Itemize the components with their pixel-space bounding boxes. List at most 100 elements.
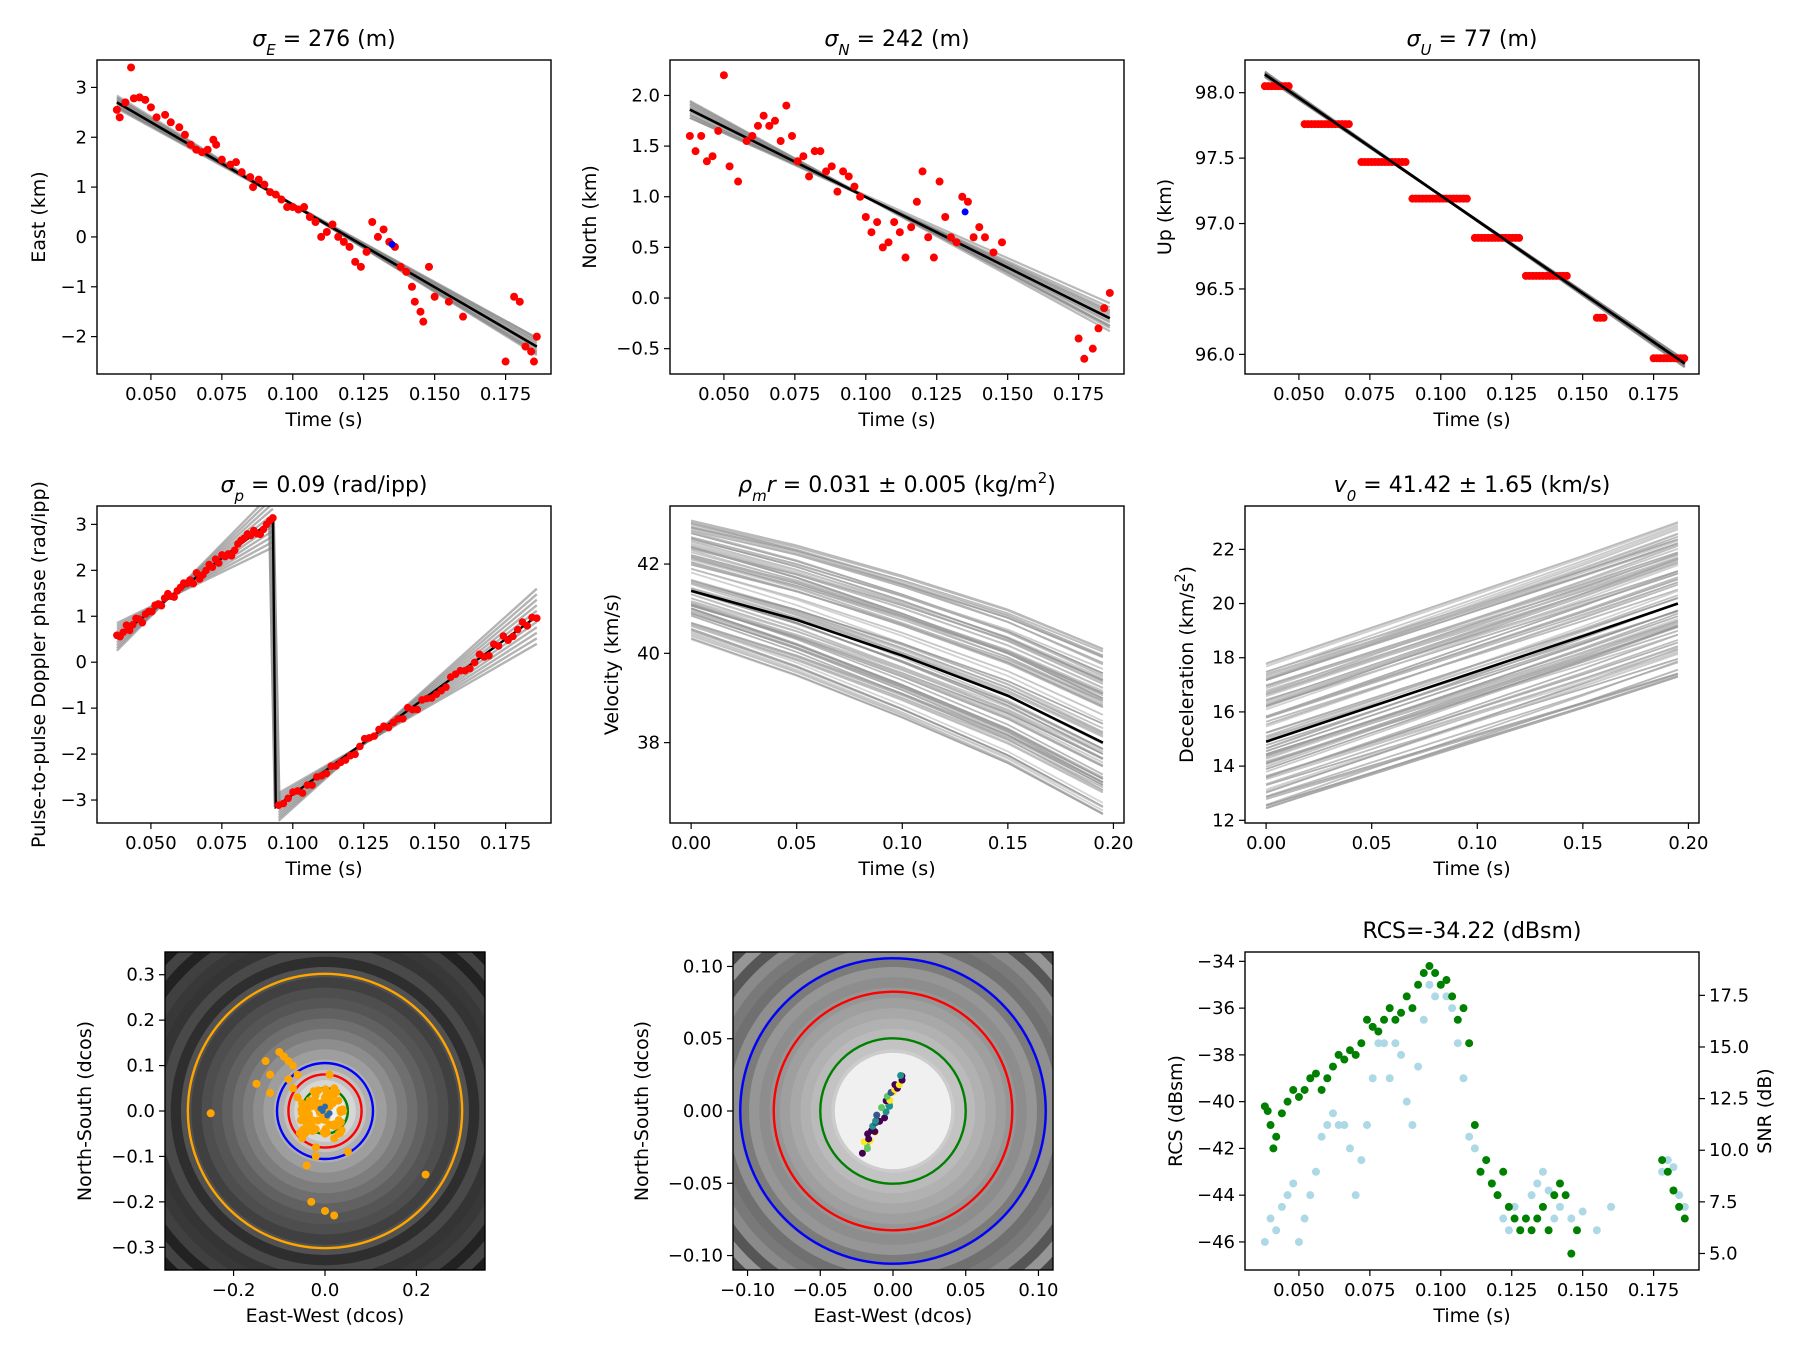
rcs-point [1675, 1202, 1684, 1211]
detection-point [289, 1084, 297, 1093]
ensemble-line [690, 637, 1104, 815]
snr-point [1334, 1121, 1343, 1130]
trajectory-point [863, 1144, 871, 1152]
measurement-point [356, 262, 365, 271]
x-tick-label: 0.0 [311, 1280, 340, 1301]
ensemble-line [1265, 626, 1679, 773]
y-axis-label: North-South (dcos) [631, 1021, 653, 1201]
y-tick-label: 22 [1212, 539, 1235, 560]
rcs-point [1680, 1214, 1689, 1223]
chart-up: 0.050 0.075 0.100 0.125 0.150 0.175 96.0 96.5 97… [1154, 27, 1700, 431]
measurement-point [515, 297, 524, 306]
trajectory-point [878, 1104, 886, 1112]
ensemble-line [1265, 533, 1679, 681]
measurement-point [878, 243, 887, 252]
rcs-point [1516, 1226, 1525, 1235]
snr-point [1311, 1167, 1320, 1176]
measurement-point [232, 158, 241, 167]
highlight-point [388, 240, 396, 248]
measurement-point [148, 607, 156, 616]
x-tick-label: 0.175 [480, 384, 532, 405]
snr-point [1345, 1144, 1354, 1153]
measurement-point [237, 168, 246, 177]
y-axis-label: North (km) [579, 165, 601, 269]
snr-point [1448, 1004, 1457, 1013]
rcs-point [1408, 1004, 1417, 1013]
measurement-point [1105, 288, 1114, 297]
beam-peak [834, 1052, 952, 1170]
x-axis-label: Time (s) [284, 858, 362, 880]
rcs-point [1272, 1132, 1281, 1141]
measurement-point [759, 111, 768, 120]
ensemble-line [690, 558, 1104, 705]
measurement-point [890, 218, 899, 227]
detection-point [309, 1087, 318, 1096]
snr-point [1374, 1039, 1383, 1048]
rcs-point [1669, 1186, 1678, 1195]
ensemble-line [690, 543, 1104, 679]
trajectory-point [858, 1149, 866, 1157]
measurement-point [444, 297, 453, 306]
measurement-point [822, 167, 831, 176]
ensemble-line [690, 527, 1104, 664]
measurement-point [127, 63, 136, 72]
measurement-point [963, 197, 972, 206]
rcs-point [1391, 1015, 1400, 1024]
measurement-point [833, 187, 842, 196]
x-tick-label: 0.05 [1352, 833, 1392, 854]
ensemble-line [690, 560, 1104, 709]
measurement-point [249, 183, 258, 192]
detection-point [296, 1116, 305, 1125]
snr-point [1323, 1121, 1332, 1130]
measurement-point [935, 177, 944, 186]
y-axis-label: East (km) [28, 171, 50, 262]
snr-point [1300, 1214, 1309, 1223]
ensemble-line [690, 580, 1104, 725]
y-axis-label: Velocity (km/s) [601, 594, 623, 735]
measurement-point [980, 233, 989, 242]
y-tick-label: −1 [60, 277, 87, 298]
chart-title: σp = 0.09 (rad/ipp) [221, 473, 428, 505]
y-tick-label: −46 [1197, 1232, 1235, 1253]
detection-point [321, 1206, 329, 1215]
detection-point [311, 1152, 320, 1161]
measurement-point [260, 180, 269, 189]
x-axis-label: Time (s) [857, 858, 935, 880]
y-tick-label: 1 [76, 606, 87, 627]
x-tick-label: 0.00 [671, 833, 711, 854]
rcs-point [1459, 1004, 1468, 1013]
rcs-point [1345, 1046, 1354, 1055]
snr-point [1663, 1156, 1672, 1165]
rcs-point [1476, 1167, 1485, 1176]
y-tick-label: 3 [76, 514, 87, 535]
snr-point [1669, 1163, 1678, 1172]
snr-point [1442, 992, 1451, 1001]
ensemble-line [1265, 542, 1679, 681]
ensemble-line [690, 528, 1104, 652]
y2-tick-label: 17.5 [1709, 985, 1749, 1006]
measurement-point [958, 192, 967, 201]
measurement-point [317, 232, 326, 241]
plot-area [733, 952, 1053, 1270]
measurement-point [941, 213, 950, 221]
rcs-point [1533, 1214, 1542, 1223]
chart-east: 0.050 0.075 0.100 0.125 0.150 0.175 −2 −1 0 1 2 3 Ti… [28, 27, 552, 431]
detection-point [336, 1129, 345, 1138]
x-tick-label: 0.00 [873, 1280, 913, 1301]
measurement-point [121, 98, 130, 107]
detection-point [297, 1108, 306, 1117]
snr-point [1402, 1097, 1411, 1106]
x-tick-label: 0.150 [982, 384, 1034, 405]
y-tick-label: −0.05 [668, 1173, 723, 1194]
snr-point [1283, 1191, 1292, 1200]
axes-frame [1244, 505, 1700, 824]
snr-point [1419, 1015, 1428, 1024]
measurement-point [788, 131, 797, 140]
x-tick-label: −0.05 [793, 1280, 848, 1301]
measurement-point [513, 625, 522, 634]
y-tick-label: 16 [1212, 702, 1235, 723]
measurement-point [413, 705, 422, 714]
y-tick-label: 42 [637, 554, 660, 575]
snr-point [1578, 1207, 1587, 1216]
measurement-point [1599, 313, 1608, 322]
